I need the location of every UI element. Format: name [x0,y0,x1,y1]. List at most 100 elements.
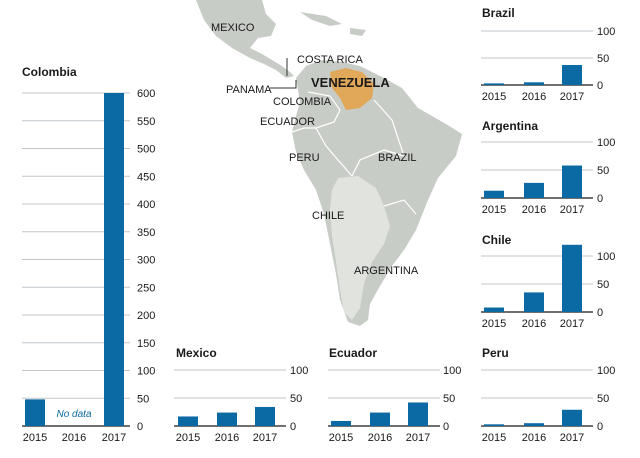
y-tick-label: 50 [597,279,609,291]
map-label-argentina: ARGENTINA [354,265,419,277]
y-tick-label: 100 [597,26,615,38]
chart-peru: Peru 0 50 100 2015 2016 2017 [481,346,615,444]
bar-2016 [217,412,237,426]
bar-2015 [484,83,504,85]
y-tick-label: 150 [137,338,155,350]
y-tick-label: 100 [597,251,615,263]
chart-title: Argentina [482,119,538,133]
map-land-cuba [300,12,342,26]
map-leader-line-panama [270,80,297,89]
y-tick-label: 100 [443,365,461,377]
y-tick-label: 0 [290,421,296,433]
map-label-peru: PERU [289,152,320,164]
y-tick-label: 450 [137,171,155,183]
y-tick-label: 50 [597,165,609,177]
bar-2017 [562,244,582,312]
x-tick-label: 2015 [23,432,47,444]
x-tick-label: 2016 [215,432,239,444]
x-tick-label: 2017 [560,91,584,103]
y-tick-label: 100 [137,366,155,378]
x-tick-label: 2017 [406,432,430,444]
y-tick-label: 250 [137,282,155,294]
y-tick-label: 0 [597,307,603,319]
map-label-venezuela: VENEZUELA [311,75,390,90]
y-tick-label: 50 [443,393,455,405]
bar-2015 [331,420,351,426]
y-tick-label: 100 [290,365,308,377]
bar-2017 [562,409,582,426]
map-land-southern-cone [330,176,390,320]
no-data-annotation: No data [56,409,91,420]
y-tick-label: 100 [597,137,615,149]
bar-2017 [562,165,582,198]
x-tick-label: 2017 [560,432,584,444]
y-tick-label: 0 [597,421,603,433]
map-label-chile: CHILE [312,210,344,222]
bar-2016 [524,82,544,85]
chart-title: Colombia [22,65,77,79]
y-tick-label: 0 [443,421,449,433]
map-land-hispaniola [350,28,366,36]
x-tick-label: 2017 [560,204,584,216]
chart-colombia: Colombia 0 50 100 150 200 250 300 350 400 450 500 55… [22,65,155,444]
map-label-panama: PANAMA [226,84,272,96]
x-tick-label: 2015 [482,318,506,330]
chart-mexico: Mexico 0 50 100 2015 2016 2017 [174,346,308,444]
bar-2015 [178,416,198,426]
bar-2015 [25,399,45,426]
y-tick-label: 0 [597,80,603,92]
y-tick-label: 200 [137,310,155,322]
bar-2017 [104,93,124,426]
y-tick-label: 600 [137,88,155,100]
map-label-mexico: MEXICO [211,22,255,34]
y-tick-label: 0 [137,421,143,433]
x-tick-label: 2015 [482,432,506,444]
x-tick-label: 2017 [253,432,277,444]
x-tick-label: 2017 [560,318,584,330]
bar-2015 [484,190,504,198]
chart-title: Brazil [482,6,515,20]
x-tick-label: 2016 [522,91,546,103]
y-tick-label: 100 [597,365,615,377]
y-tick-label: 500 [137,144,155,156]
y-tick-label: 400 [137,199,155,211]
x-tick-label: 2016 [368,432,392,444]
bar-2017 [255,406,275,426]
x-tick-label: 2016 [522,204,546,216]
chart-title: Ecuador [329,346,377,360]
map-labels: MEXICO COSTA RICA VENEZUELA PANAMA COLOM… [211,22,419,277]
bar-charts: Colombia05010015020025030035040045050055… [22,6,615,444]
map-label-ecuador: ECUADOR [260,116,315,128]
chart-argentina: Argentina 0 50 100 2015 2016 2017 [481,119,615,216]
map-borders [291,91,417,215]
chart-brazil: Brazil 0 50 100 2015 2016 2017 [481,6,615,103]
y-tick-label: 50 [597,393,609,405]
y-tick-label: 550 [137,116,155,128]
x-tick-label: 2016 [522,318,546,330]
chart-chile: Chile 0 50 100 2015 2016 2017 [481,233,615,330]
y-tick-label: 50 [137,393,149,405]
y-tick-label: 350 [137,227,155,239]
bar-2015 [484,307,504,312]
x-tick-label: 2015 [482,91,506,103]
chart-ecuador: Ecuador 0 50 100 2015 2016 2017 [328,346,461,444]
chart-title: Chile [482,233,512,247]
y-tick-label: 50 [290,393,302,405]
bar-2016 [524,182,544,198]
map-land-venezuela [330,68,374,110]
bar-2017 [562,65,582,85]
bar-2016 [524,423,544,426]
south-america-map [196,0,462,326]
map-label-costa-rica: COSTA RICA [297,54,363,66]
x-tick-label: 2016 [522,432,546,444]
x-tick-label: 2017 [102,432,126,444]
chart-title: Peru [482,346,509,360]
x-tick-label: 2015 [482,204,506,216]
chart-title: Mexico [176,346,217,360]
y-tick-label: 300 [137,255,155,267]
map-label-brazil: BRAZIL [378,152,417,164]
x-tick-label: 2016 [62,432,86,444]
y-tick-label: 50 [597,53,609,65]
bar-2015 [484,424,504,426]
